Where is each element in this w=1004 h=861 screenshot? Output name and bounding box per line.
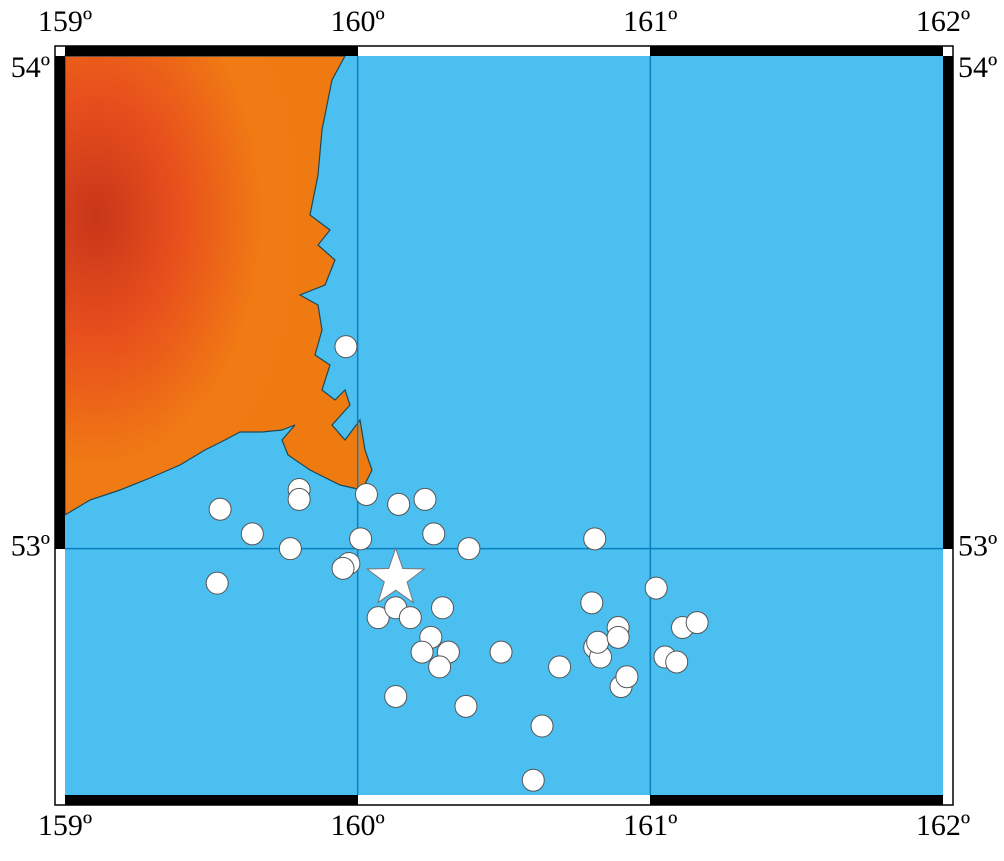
epicenter xyxy=(278,537,302,561)
x-tick-label: 161º xyxy=(623,809,677,842)
x-tick-label: 159º xyxy=(38,809,92,842)
epicenter xyxy=(387,492,411,516)
y-tick-label: 54º xyxy=(11,51,50,84)
epicenter xyxy=(615,665,639,689)
epicenter xyxy=(422,522,446,546)
epicenter xyxy=(354,482,378,506)
x-tick-label: 159º xyxy=(38,5,92,38)
x-tick-label: 160º xyxy=(331,809,385,842)
epicenter xyxy=(586,630,610,654)
y-tick-label: 53º xyxy=(958,530,997,563)
epicenter xyxy=(431,596,455,620)
epicenter xyxy=(548,655,572,679)
epicenter xyxy=(489,640,513,664)
epicenter xyxy=(334,335,358,359)
epicenter xyxy=(208,497,232,521)
x-tick-label: 162º xyxy=(916,809,970,842)
epicenter xyxy=(331,556,355,580)
land xyxy=(64,55,373,517)
frame xyxy=(54,45,954,806)
y-tick-label: 54º xyxy=(958,51,997,84)
y-tick-label: 53º xyxy=(11,530,50,563)
epicenter xyxy=(685,611,709,635)
mainshock-star xyxy=(365,546,426,604)
x-tick-label: 160º xyxy=(331,5,385,38)
epicenter xyxy=(410,640,434,664)
epicenter xyxy=(606,625,630,649)
epicenter xyxy=(583,527,607,551)
epicenter xyxy=(665,650,689,674)
x-tick-label: 161º xyxy=(623,5,677,38)
frame-bar xyxy=(943,56,953,549)
epicenter xyxy=(366,606,390,630)
frame-bar xyxy=(55,56,65,549)
epicenter xyxy=(240,522,264,546)
frame-bar xyxy=(650,46,943,56)
epicenter xyxy=(521,768,545,792)
epicenter xyxy=(413,487,437,511)
frame-bar xyxy=(650,795,943,805)
epicenter xyxy=(580,591,604,615)
epicenter xyxy=(205,571,229,595)
frame-bar xyxy=(65,46,358,56)
epicenter xyxy=(349,527,373,551)
epicenter xyxy=(398,606,422,630)
epicenter xyxy=(428,655,452,679)
epicenter xyxy=(530,714,554,738)
epicenter xyxy=(457,537,481,561)
epicenter xyxy=(384,684,408,708)
frame-bar xyxy=(65,795,358,805)
epicenter xyxy=(287,487,311,511)
x-tick-label: 162º xyxy=(916,5,970,38)
epicenter xyxy=(454,694,478,718)
epicenter xyxy=(644,576,668,600)
